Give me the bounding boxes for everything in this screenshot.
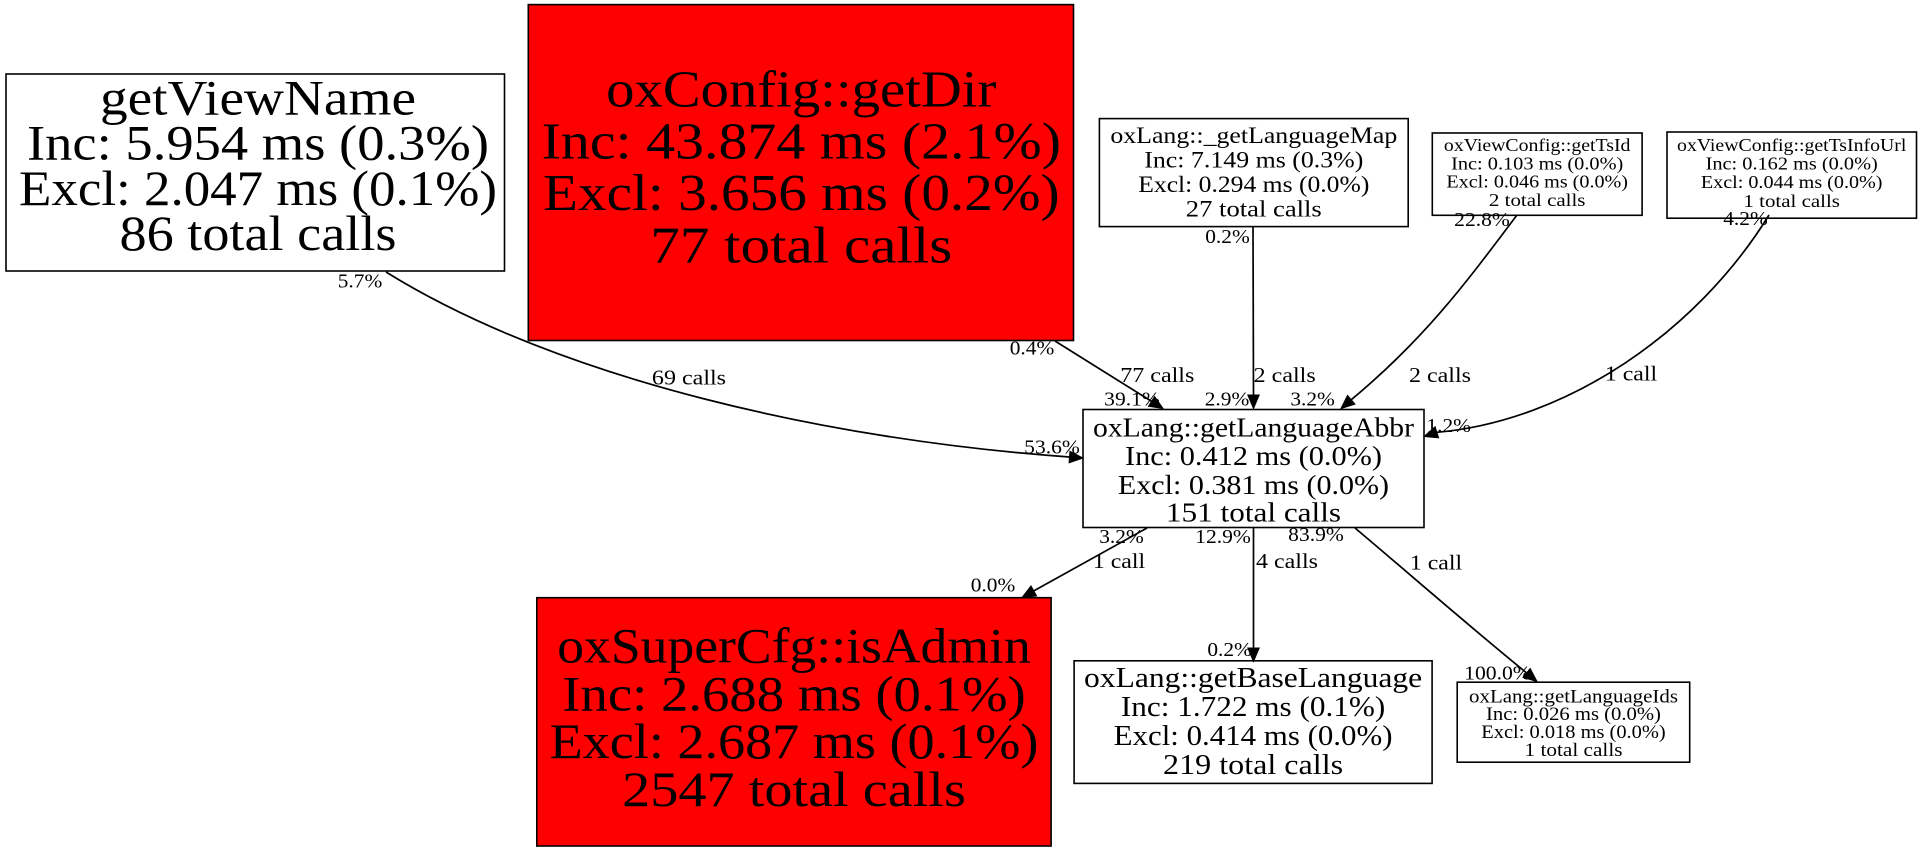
svg-text:2 total calls: 2 total calls [1489, 190, 1586, 210]
svg-text:oxLang::_getLanguageMap: oxLang::_getLanguageMap [1110, 123, 1397, 149]
svg-text:oxViewConfig::getTsId: oxViewConfig::getTsId [1444, 135, 1631, 155]
svg-text:3.2%: 3.2% [1099, 526, 1144, 548]
svg-text:22.8%: 22.8% [1454, 209, 1510, 231]
svg-text:Inc: 7.149 ms (0.3%): Inc: 7.149 ms (0.3%) [1144, 147, 1363, 173]
svg-text:5.7%: 5.7% [338, 271, 383, 293]
svg-text:Excl: 2.047 ms (0.1%): Excl: 2.047 ms (0.1%) [19, 161, 497, 216]
svg-text:2 calls: 2 calls [1254, 363, 1316, 387]
svg-text:1 total calls: 1 total calls [1525, 740, 1623, 761]
svg-text:Excl: 0.414 ms (0.0%): Excl: 0.414 ms (0.0%) [1114, 721, 1393, 752]
svg-text:12.9%: 12.9% [1195, 526, 1251, 548]
svg-text:oxViewConfig::getTsInfoUrl: oxViewConfig::getTsInfoUrl [1677, 135, 1906, 155]
svg-text:Inc: 1.722 ms (0.1%): Inc: 1.722 ms (0.1%) [1121, 692, 1385, 723]
svg-text:53.6%: 53.6% [1024, 437, 1080, 459]
svg-text:2547 total calls: 2547 total calls [622, 762, 966, 817]
svg-text:0.2%: 0.2% [1205, 226, 1250, 248]
svg-text:0.2%: 0.2% [1207, 639, 1252, 661]
svg-text:oxConfig::getDir: oxConfig::getDir [606, 61, 996, 119]
svg-text:2.9%: 2.9% [1205, 388, 1250, 410]
svg-text:83.9%: 83.9% [1288, 524, 1344, 546]
svg-text:27 total calls: 27 total calls [1186, 196, 1322, 222]
svg-text:Excl: 0.381 ms (0.0%): Excl: 0.381 ms (0.0%) [1118, 470, 1389, 500]
svg-text:Inc: 2.688 ms (0.1%): Inc: 2.688 ms (0.1%) [562, 666, 1026, 721]
svg-text:0.4%: 0.4% [1010, 338, 1055, 360]
svg-text:1 total calls: 1 total calls [1743, 191, 1840, 211]
svg-text:151 total calls: 151 total calls [1166, 498, 1341, 528]
svg-text:Excl: 0.044 ms (0.0%): Excl: 0.044 ms (0.0%) [1701, 172, 1883, 193]
svg-text:Excl: 3.656 ms (0.2%): Excl: 3.656 ms (0.2%) [543, 164, 1060, 222]
svg-text:2 calls: 2 calls [1409, 363, 1471, 387]
svg-text:1 call: 1 call [1093, 549, 1145, 573]
svg-text:Excl: 0.018 ms (0.0%): Excl: 0.018 ms (0.0%) [1481, 722, 1665, 743]
svg-text:Excl: 2.687 ms (0.1%): Excl: 2.687 ms (0.1%) [550, 714, 1039, 769]
svg-text:77 total calls: 77 total calls [650, 217, 952, 275]
svg-text:Inc: 0.412 ms (0.0%): Inc: 0.412 ms (0.0%) [1125, 441, 1382, 471]
svg-text:69 calls: 69 calls [652, 366, 726, 390]
svg-text:oxLang::getLanguageAbbr: oxLang::getLanguageAbbr [1093, 413, 1414, 443]
svg-text:77 calls: 77 calls [1120, 363, 1194, 387]
svg-text:1 call: 1 call [1605, 362, 1657, 386]
svg-text:1.2%: 1.2% [1426, 415, 1471, 437]
svg-text:Inc: 0.162 ms (0.0%): Inc: 0.162 ms (0.0%) [1706, 154, 1878, 175]
svg-text:4.2%: 4.2% [1723, 208, 1768, 230]
svg-text:4 calls: 4 calls [1256, 549, 1318, 573]
svg-text:100.0%: 100.0% [1464, 662, 1531, 684]
svg-text:Inc: 0.026 ms (0.0%): Inc: 0.026 ms (0.0%) [1486, 704, 1661, 725]
svg-text:getViewName: getViewName [100, 71, 416, 126]
svg-text:Excl: 0.294 ms (0.0%): Excl: 0.294 ms (0.0%) [1138, 172, 1369, 198]
svg-text:Excl: 0.046 ms (0.0%): Excl: 0.046 ms (0.0%) [1446, 172, 1628, 193]
svg-text:1 call: 1 call [1410, 551, 1462, 575]
svg-text:Inc: 0.103 ms (0.0%): Inc: 0.103 ms (0.0%) [1451, 153, 1623, 174]
svg-text:0.0%: 0.0% [971, 575, 1016, 597]
svg-text:39.1%: 39.1% [1104, 388, 1160, 410]
svg-text:oxSuperCfg::isAdmin: oxSuperCfg::isAdmin [557, 619, 1031, 674]
svg-text:oxLang::getLanguageIds: oxLang::getLanguageIds [1469, 686, 1678, 707]
svg-text:3.2%: 3.2% [1290, 388, 1335, 410]
svg-text:219 total calls: 219 total calls [1163, 750, 1343, 781]
svg-text:Inc: 5.954 ms (0.3%): Inc: 5.954 ms (0.3%) [27, 116, 489, 171]
svg-text:86 total calls: 86 total calls [120, 206, 397, 261]
svg-text:oxLang::getBaseLanguage: oxLang::getBaseLanguage [1084, 663, 1422, 694]
svg-text:Inc: 43.874 ms (2.1%): Inc: 43.874 ms (2.1%) [542, 113, 1061, 171]
